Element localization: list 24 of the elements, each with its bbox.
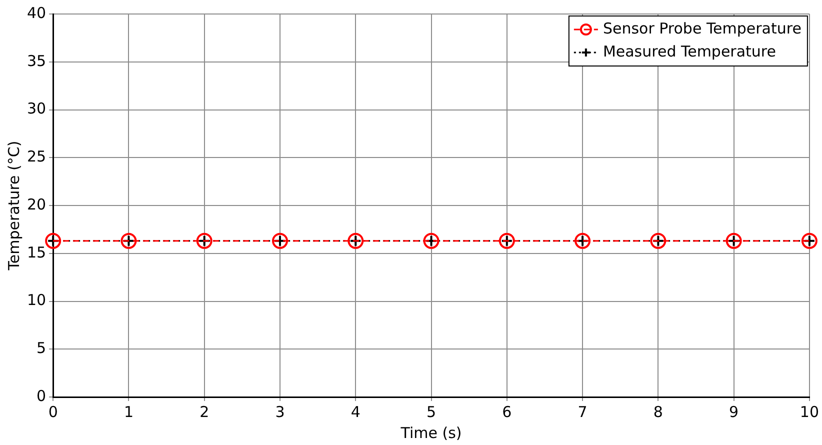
x-axis-title: Time (s) <box>400 424 462 442</box>
y-tick-label: 0 <box>36 386 46 405</box>
y-tick-label: 15 <box>26 243 46 262</box>
y-tick-label: 35 <box>26 52 46 70</box>
y-tick-label: 20 <box>26 195 46 214</box>
y-tick-label: 10 <box>26 291 46 310</box>
legend-label: Measured Temperature <box>602 42 776 60</box>
x-tick-label: 9 <box>729 402 739 421</box>
x-tick-label: 3 <box>275 402 285 421</box>
y-tick-label: 30 <box>26 100 46 118</box>
x-tick-label: 4 <box>350 402 360 421</box>
y-tick-label: 25 <box>26 148 46 166</box>
legend-label: Sensor Probe Temperature <box>602 19 802 38</box>
x-tick-label: 8 <box>653 402 663 421</box>
y-tick-label: 40 <box>26 4 46 22</box>
x-tick-label: 1 <box>124 402 134 421</box>
x-tick-label: 6 <box>502 402 512 421</box>
x-tick-label: 2 <box>200 402 210 421</box>
x-tick-label: 7 <box>578 402 588 421</box>
x-tick-label: 10 <box>800 402 820 421</box>
x-tick-label: 5 <box>426 402 436 421</box>
x-tick-label: 0 <box>48 402 58 421</box>
y-tick-label: 5 <box>36 339 46 358</box>
y-axis-title: Temperature (°C) <box>4 140 23 272</box>
